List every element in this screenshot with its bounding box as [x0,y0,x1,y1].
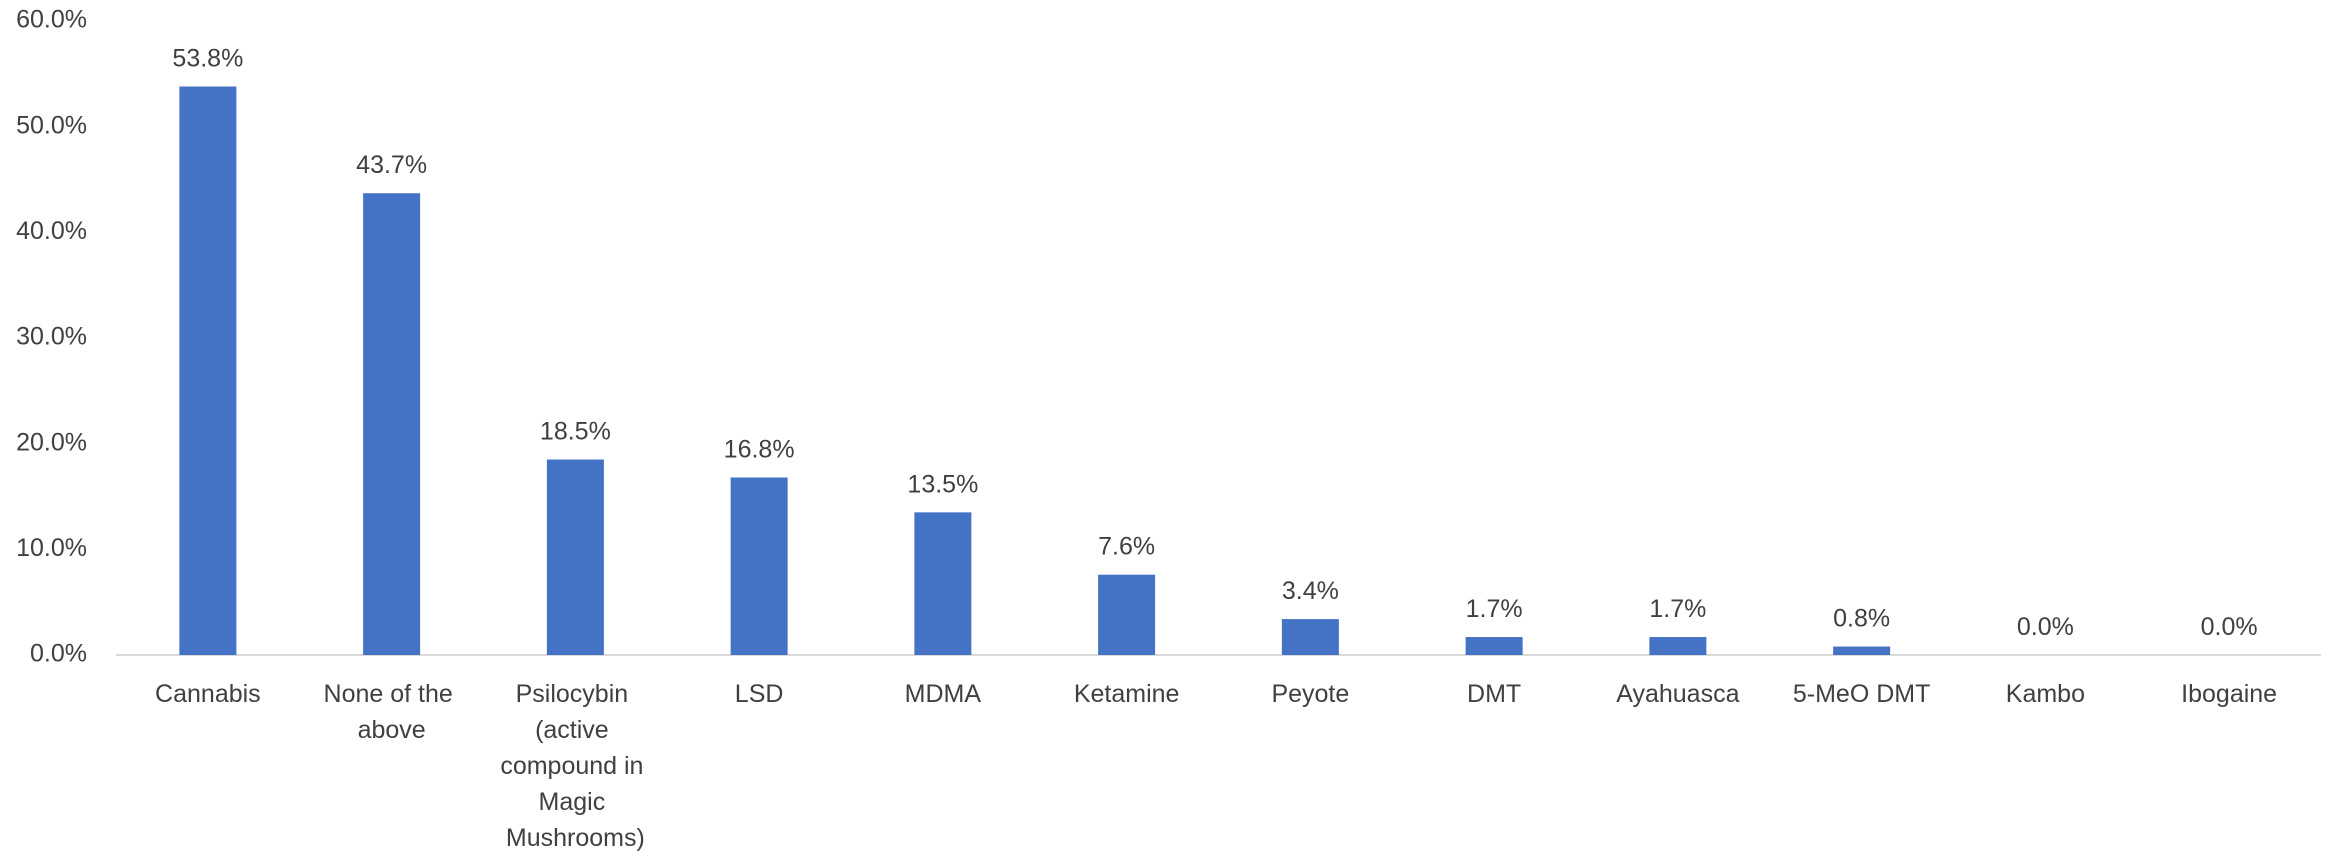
y-tick-label: 60.0% [16,6,87,34]
bar [363,193,421,655]
data-label: 0.8% [1833,605,1890,633]
x-tick-label: LSD [735,680,784,708]
data-label: 53.8% [172,45,243,73]
bar [1098,574,1156,655]
data-label: 0.0% [2017,613,2074,641]
y-tick-label: 40.0% [16,217,87,245]
x-tick-label: MDMA [905,680,982,708]
x-tick-label: Peyote [1271,680,1349,708]
x-tick-label: None of the above [324,680,460,744]
bar [1833,646,1891,655]
y-tick-label: 20.0% [16,428,87,456]
x-tick-label: Ayahuasca [1616,680,1739,708]
bar [730,477,788,655]
x-tick-label: Psilocybin (active compound in Magic Mus… [500,680,650,851]
bar [179,86,237,656]
data-label: 3.4% [1282,577,1339,605]
x-tick-label: DMT [1467,680,1521,708]
bar [1281,619,1339,655]
x-tick-label: Cannabis [155,680,261,708]
x-tick-label: 5-MeO DMT [1793,680,1931,708]
x-tick-label: Ketamine [1074,680,1180,708]
bar [1465,637,1523,655]
y-tick-label: 50.0% [16,111,87,139]
data-label: 0.0% [2201,613,2258,641]
data-label: 43.7% [356,151,427,179]
data-label: 16.8% [724,435,795,463]
bar [914,512,972,655]
y-tick-label: 0.0% [30,640,87,668]
bar [546,459,604,655]
data-label: 18.5% [540,418,611,446]
data-label: 7.6% [1098,533,1155,561]
data-label: 1.7% [1649,595,1706,623]
bar [1649,637,1707,655]
x-tick-label: Ibogaine [2181,680,2277,708]
data-label: 1.7% [1466,595,1523,623]
data-label: 13.5% [907,470,978,498]
x-tick-label: Kambo [2006,680,2085,708]
y-tick-label: 10.0% [16,534,87,562]
y-tick-label: 30.0% [16,323,87,351]
